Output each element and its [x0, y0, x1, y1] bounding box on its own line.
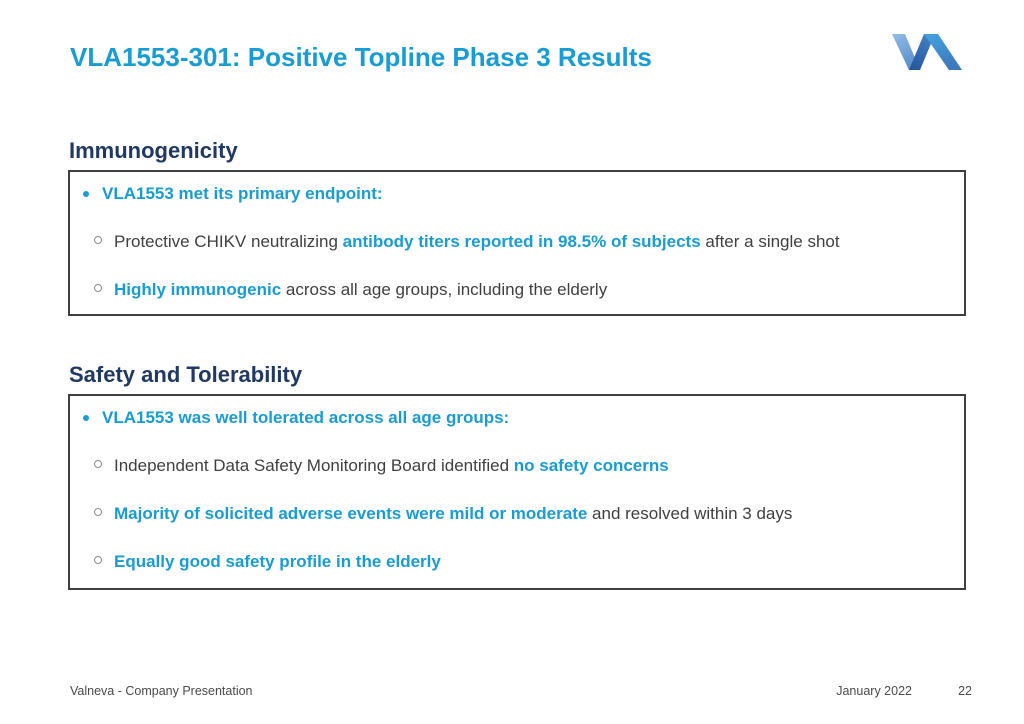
- sub-bullet-list: Protective CHIKV neutralizing antibody t…: [70, 231, 964, 301]
- text-segment-normal: across all age groups, including the eld…: [281, 280, 608, 299]
- sub-bullet-row: Independent Data Safety Monitoring Board…: [94, 455, 964, 477]
- text-segment-normal: and resolved within 3 days: [587, 504, 793, 523]
- circle-bullet-icon: [94, 508, 102, 516]
- safety-box: VLA1553 was well tolerated across all ag…: [68, 394, 966, 590]
- text-segment-normal: Independent Data Safety Monitoring Board…: [114, 456, 514, 475]
- dot-bullet-icon: [83, 415, 89, 421]
- sub-bullet-text: Equally good safety profile in the elder…: [114, 551, 441, 573]
- circle-bullet-icon: [94, 236, 102, 244]
- section-safety-tolerability: Safety and Tolerability VLA1553 was well…: [68, 362, 966, 590]
- text-segment-normal: Protective CHIKV neutralizing: [114, 232, 343, 251]
- text-segment-normal: after a single shot: [700, 232, 840, 251]
- text-segment-accent: antibody titers reported in 98.5% of sub…: [342, 232, 701, 251]
- sub-bullet-row: Majority of solicited adverse events wer…: [94, 503, 964, 525]
- circle-bullet-icon: [94, 556, 102, 564]
- sub-bullet-row: Protective CHIKV neutralizing antibody t…: [94, 231, 964, 253]
- section-heading: Immunogenicity: [69, 138, 238, 163]
- immunogenicity-box: VLA1553 met its primary endpoint: Protec…: [68, 170, 966, 316]
- footer-date: January 2022: [836, 684, 912, 698]
- text-segment-accent: Majority of solicited adverse events wer…: [114, 504, 588, 523]
- main-bullet-row: VLA1553 was well tolerated across all ag…: [82, 407, 964, 429]
- main-bullet-row: VLA1553 met its primary endpoint:: [82, 183, 964, 205]
- main-bullet-text: VLA1553 was well tolerated across all ag…: [102, 408, 510, 427]
- sub-bullet-list: Independent Data Safety Monitoring Board…: [70, 455, 964, 573]
- footer-presentation-label: Valneva - Company Presentation: [70, 684, 253, 698]
- sub-bullet-text: Highly immunogenic across all age groups…: [114, 279, 607, 301]
- sub-bullet-row: Equally good safety profile in the elder…: [94, 551, 964, 573]
- circle-bullet-icon: [94, 460, 102, 468]
- section-immunogenicity: Immunogenicity VLA1553 met its primary e…: [68, 138, 966, 316]
- dot-bullet-icon: [83, 191, 89, 197]
- text-segment-accent: Equally good safety profile in the elder…: [114, 552, 441, 571]
- sub-bullet-text: Majority of solicited adverse events wer…: [114, 503, 792, 525]
- sub-bullet-text: Independent Data Safety Monitoring Board…: [114, 455, 669, 477]
- text-segment-accent: Highly immunogenic: [114, 280, 282, 299]
- footer-page-number: 22: [958, 684, 972, 698]
- valneva-logo-icon: [892, 34, 962, 70]
- circle-bullet-icon: [94, 284, 102, 292]
- text-segment-accent: no safety concerns: [513, 456, 669, 475]
- sub-bullet-row: Highly immunogenic across all age groups…: [94, 279, 964, 301]
- slide-title: VLA1553-301: Positive Topline Phase 3 Re…: [70, 42, 652, 72]
- section-heading: Safety and Tolerability: [69, 362, 303, 387]
- main-bullet-text: VLA1553 met its primary endpoint:: [102, 184, 383, 203]
- sub-bullet-text: Protective CHIKV neutralizing antibody t…: [114, 231, 840, 253]
